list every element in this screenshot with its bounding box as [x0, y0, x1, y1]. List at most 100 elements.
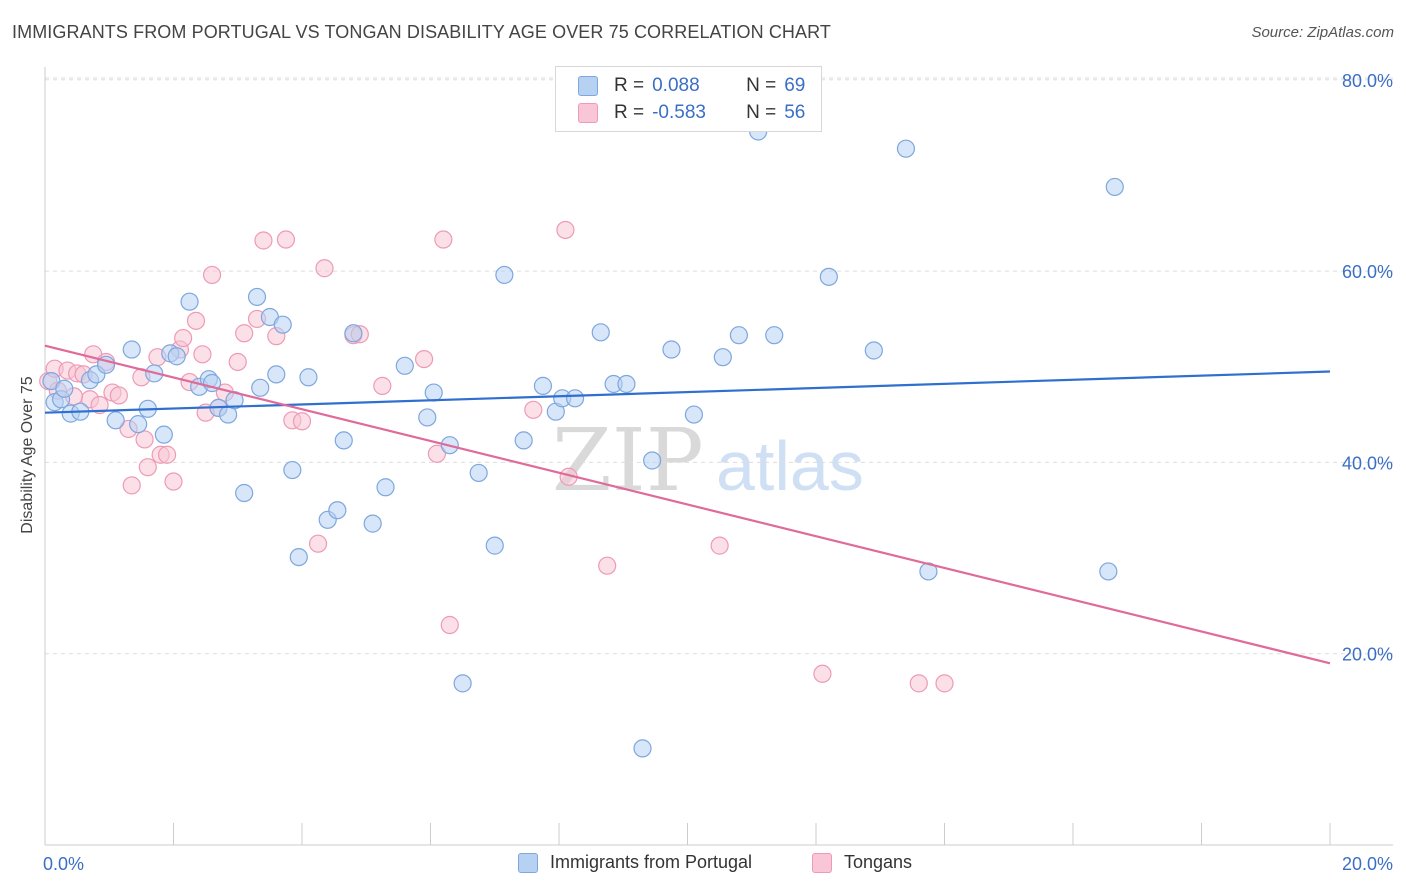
- legend-item-tongans: Tongans: [812, 852, 912, 873]
- data-point-portugal: [662, 340, 681, 359]
- x-tick-label: 20.0%: [1342, 854, 1393, 874]
- grid: [45, 77, 1393, 655]
- data-point-portugal: [247, 287, 267, 307]
- legend-n-label: N =: [746, 102, 777, 123]
- data-point-tongans: [434, 230, 453, 249]
- data-point-tongans: [186, 311, 206, 330]
- data-point-portugal: [122, 340, 141, 359]
- data-point-portugal: [424, 383, 443, 402]
- legend-row-portugal: R = 0.088 N = 69: [578, 73, 805, 99]
- data-point-tongans: [414, 349, 434, 369]
- data-point-portugal: [283, 460, 302, 480]
- data-point-portugal: [617, 374, 636, 394]
- data-point-tongans: [440, 615, 459, 635]
- data-point-tongans: [427, 444, 447, 463]
- y-tick-label: 60.0%: [1342, 262, 1393, 282]
- data-point-tongans: [813, 664, 832, 683]
- data-point-portugal: [129, 415, 148, 434]
- data-point-portugal: [684, 405, 704, 424]
- chart-title: IMMIGRANTS FROM PORTUGAL VS TONGAN DISAB…: [12, 22, 831, 42]
- data-point-portugal: [565, 389, 585, 408]
- data-point-portugal: [533, 376, 553, 395]
- series-portugal: [42, 122, 1124, 758]
- data-point-tongans: [254, 231, 273, 250]
- data-point-portugal: [55, 379, 74, 398]
- legend-n-label: N =: [746, 75, 777, 96]
- data-point-portugal: [395, 356, 414, 375]
- data-point-tongans: [135, 430, 154, 449]
- data-point-portugal: [1099, 562, 1118, 581]
- data-point-portugal: [273, 315, 292, 334]
- correlation-legend: R = 0.088 N = 69 R = -0.583 N = 56: [555, 66, 822, 132]
- y-tick-label: 80.0%: [1342, 71, 1393, 91]
- data-point-tongans: [935, 674, 954, 693]
- data-point-portugal: [469, 463, 488, 483]
- data-point-tongans: [524, 400, 543, 419]
- series-legend: Immigrants from Portugal Tongans: [0, 852, 1406, 878]
- axes: [44, 67, 1393, 846]
- data-point-portugal: [643, 451, 662, 470]
- data-point-portugal: [765, 326, 784, 345]
- trend-line-portugal: [44, 370, 1331, 414]
- data-point-portugal: [896, 139, 916, 158]
- data-point-portugal: [453, 674, 472, 693]
- data-point-portugal: [591, 323, 610, 342]
- data-point-tongans: [202, 265, 222, 285]
- legend-n-value: 56: [784, 102, 806, 123]
- data-point-tongans: [174, 328, 193, 348]
- data-point-tongans: [556, 220, 575, 240]
- data-point-portugal: [729, 326, 749, 345]
- legend-swatch-portugal: [578, 76, 598, 96]
- data-point-tongans: [308, 534, 328, 553]
- legend-r-value: 0.088: [652, 75, 700, 96]
- legend-label-tongans: Tongans: [844, 852, 913, 872]
- y-axis-label: Disability Age Over 75: [19, 376, 36, 534]
- data-point-portugal: [713, 348, 732, 367]
- data-point-portugal: [344, 324, 363, 343]
- data-point-portugal: [167, 347, 186, 366]
- x-tick-label: 0.0%: [43, 854, 84, 874]
- data-point-tongans: [315, 259, 334, 278]
- data-point-tongans: [235, 324, 254, 343]
- legend-r-label: R =: [614, 102, 645, 123]
- data-point-portugal: [106, 411, 125, 430]
- data-point-portugal: [289, 547, 308, 567]
- y-tick-label: 20.0%: [1342, 645, 1393, 665]
- data-point-tongans: [292, 412, 312, 431]
- data-point-portugal: [819, 267, 838, 286]
- trend-line-tongans: [44, 344, 1331, 665]
- data-point-tongans: [193, 345, 212, 364]
- data-point-portugal: [154, 425, 173, 444]
- data-point-portugal: [299, 368, 318, 387]
- data-point-tongans: [373, 376, 392, 395]
- legend-swatch-tongans: [812, 852, 832, 873]
- watermark: ZIP atlas: [552, 411, 864, 511]
- data-point-portugal: [495, 265, 514, 285]
- data-point-tongans: [109, 386, 128, 405]
- data-point-portugal: [633, 739, 652, 758]
- watermark-atlas: atlas: [716, 427, 864, 505]
- source-credit: Source: ZipAtlas.com: [1251, 24, 1394, 41]
- data-point-portugal: [328, 501, 347, 520]
- data-point-portugal: [363, 514, 382, 533]
- data-point-portugal: [514, 431, 533, 450]
- data-point-portugal: [418, 408, 437, 427]
- y-tick-label: 40.0%: [1342, 453, 1393, 473]
- data-point-portugal: [1105, 177, 1124, 197]
- legend-item-portugal: Immigrants from Portugal: [518, 852, 752, 873]
- trend-lines: [44, 344, 1331, 665]
- data-point-tongans: [138, 458, 157, 477]
- legend-r-value: -0.583: [652, 102, 706, 123]
- data-point-portugal: [251, 378, 270, 397]
- legend-label-portugal: Immigrants from Portugal: [550, 852, 753, 872]
- data-point-tongans: [90, 395, 109, 415]
- data-point-portugal: [864, 341, 883, 360]
- data-point-tongans: [598, 556, 617, 575]
- data-point-portugal: [376, 478, 395, 497]
- data-point-tongans: [710, 536, 729, 555]
- data-point-tongans: [228, 352, 247, 372]
- data-point-tongans: [157, 445, 177, 464]
- data-point-tongans: [276, 230, 296, 249]
- data-point-portugal: [485, 536, 504, 555]
